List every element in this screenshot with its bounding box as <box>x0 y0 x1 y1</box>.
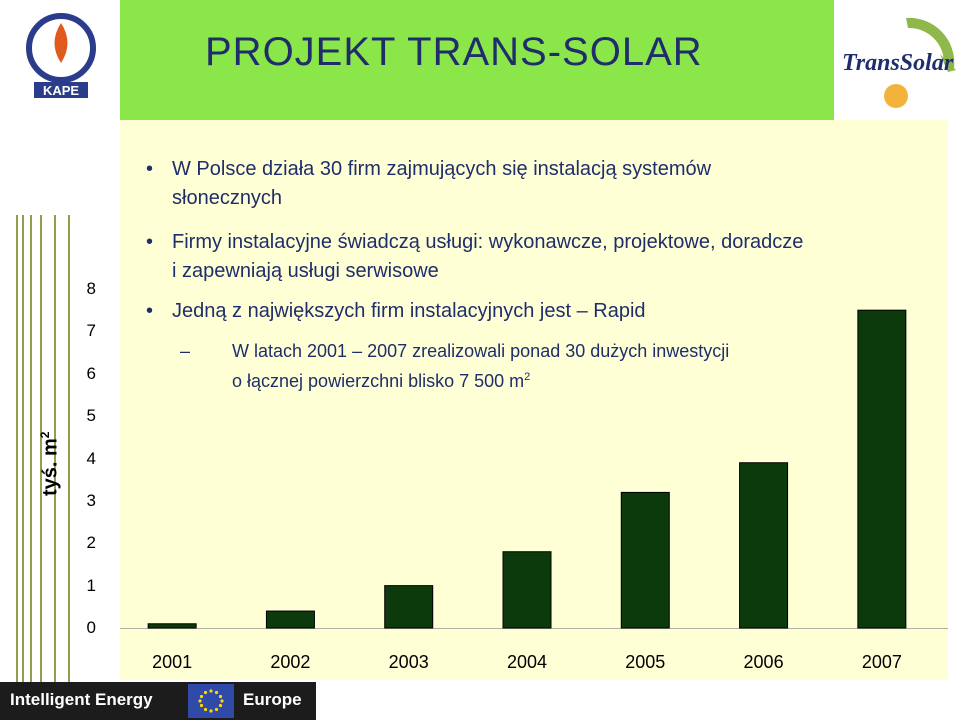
bar-2002 <box>265 610 315 629</box>
y-tick-label: 1 <box>86 575 96 595</box>
decorative-line <box>54 215 56 685</box>
page-title: PROJEKT TRANS-SOLAR <box>205 30 703 74</box>
bar-2003 <box>384 585 434 629</box>
y-tick-label: 4 <box>86 448 96 468</box>
right-edge <box>948 120 960 720</box>
x-tick-label: 2005 <box>625 652 666 672</box>
bar-2007 <box>857 309 907 629</box>
decorative-line <box>16 215 18 685</box>
y-axis-label-sup: 2 <box>38 431 52 439</box>
kape-logo: KAPE <box>26 13 96 98</box>
x-tick-label: 2006 <box>743 652 784 672</box>
x-tick-label: 2001 <box>152 652 193 672</box>
x-tick-label: 2004 <box>506 652 548 672</box>
superscript: 2 <box>524 371 531 383</box>
x-tick-label: 2002 <box>270 652 311 672</box>
bullet-line: Firmy instalacyjne świadczą usługi: wyko… <box>172 231 804 253</box>
trans-solar-logo: TransSolar <box>842 17 956 108</box>
sub-bullet-dash: – <box>180 341 191 361</box>
footer-brand: Intelligent Energy <box>10 690 153 709</box>
y-axis-label: tyś. m2 <box>38 432 63 497</box>
bar-2004 <box>502 551 552 629</box>
decorative-line <box>40 215 42 685</box>
svg-text:TransSolar: TransSolar <box>842 50 954 76</box>
y-tick-label: 8 <box>86 279 96 298</box>
sub-bullet-line: o łącznej powierzchni blisko 7 500 m2 <box>232 364 872 394</box>
bar-2001 <box>147 623 197 629</box>
eu-flag-icon <box>188 684 234 718</box>
bullet-dot: • <box>146 231 154 253</box>
y-tick-label: 7 <box>86 321 96 341</box>
bar-2006 <box>739 462 789 629</box>
bullet-line: W Polsce działa 30 firm zajmujących się … <box>172 158 712 180</box>
sub-bullet-text: o łącznej powierzchni blisko 7 500 m <box>232 371 525 391</box>
decorative-line <box>30 215 32 685</box>
x-tick-label: 2007 <box>861 652 902 672</box>
svg-text:KAPE: KAPE <box>43 83 79 98</box>
bullet-dot: • <box>146 300 154 322</box>
decorative-line <box>22 215 24 685</box>
bullet-line: Jedną z największych firm instalacyjnych… <box>172 300 646 322</box>
y-tick-label: 2 <box>86 533 96 553</box>
decorative-line <box>68 215 70 685</box>
bar-2005 <box>620 491 670 629</box>
header-band <box>120 0 834 120</box>
y-tick-label: 6 <box>86 363 96 383</box>
footer-region: Europe <box>243 690 302 709</box>
y-tick-label: 0 <box>86 618 96 637</box>
y-axis-label-text: tyś. m <box>39 438 62 496</box>
left-strip: KAPE <box>0 0 120 720</box>
sub-bullet-line: W latach 2001 – 2007 zrealizowali ponad … <box>232 341 730 361</box>
bullet-line: i zapewniają usługi serwisowe <box>172 260 439 282</box>
x-tick-label: 2003 <box>388 652 429 672</box>
logo-panel: TransSolar <box>834 0 960 120</box>
y-tick-label: 5 <box>86 406 96 426</box>
bullet-dot: • <box>146 158 154 180</box>
footer-bar: Intelligent Energy Europe <box>0 682 316 720</box>
bullet-line: słonecznych <box>172 187 283 209</box>
y-tick-label: 3 <box>86 490 96 510</box>
